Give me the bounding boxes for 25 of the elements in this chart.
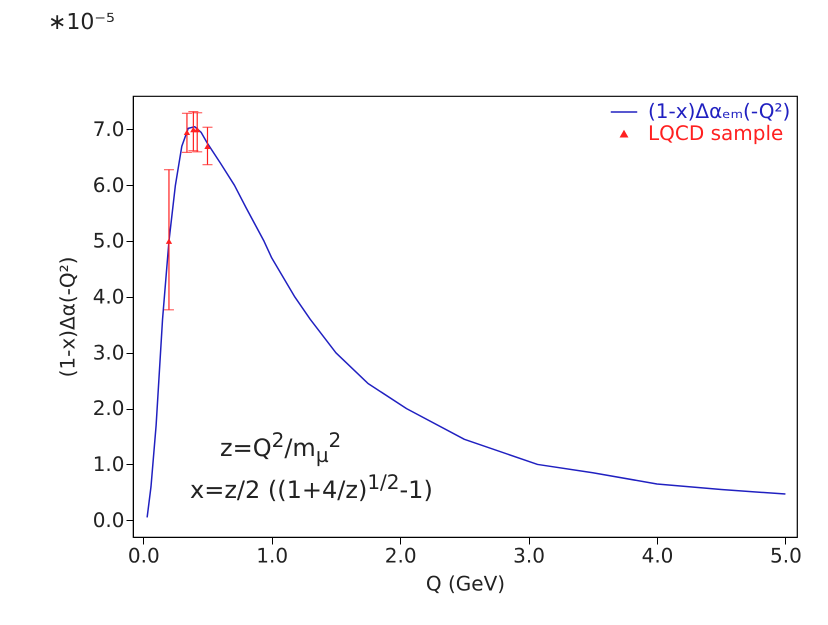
point — [194, 126, 200, 132]
y-tick-label: 3.0 — [92, 340, 124, 364]
y-tick-label: 2.0 — [92, 396, 124, 420]
text: ∗10⁻⁵ — [48, 10, 115, 35]
y-tick-label: 0.0 — [92, 508, 124, 532]
x-tick-label: 4.0 — [642, 544, 674, 568]
legend-label: (1-x)Δαₑₘ(-Q²) — [648, 99, 790, 123]
x-tick-label: 3.0 — [513, 544, 545, 568]
legend-label: LQCD sample — [648, 121, 784, 145]
x-tick-label: 5.0 — [770, 544, 802, 568]
y-tick-label: 4.0 — [92, 284, 124, 308]
y-tick-label: 7.0 — [92, 116, 124, 141]
y-axis-title: (1-x)Δα(-Q²) — [56, 256, 80, 378]
x-tick-label: 1.0 — [256, 544, 288, 568]
point — [166, 238, 172, 244]
line-series — [146, 126, 786, 518]
x-axis-title: Q (GeV) — [426, 572, 506, 596]
annotation: x=z/2 ((1+4/z)$^{1/2}$-1) — [190, 470, 433, 504]
point — [204, 144, 211, 149]
y-tick-label: 6.0 — [92, 172, 124, 197]
x-tick-label: 2.0 — [384, 544, 417, 568]
point — [184, 130, 190, 136]
y-tick-label: 5.0 — [92, 228, 124, 253]
x-tick-label: 0.0 — [128, 544, 160, 568]
y-tick-label: 1.0 — [92, 452, 124, 476]
